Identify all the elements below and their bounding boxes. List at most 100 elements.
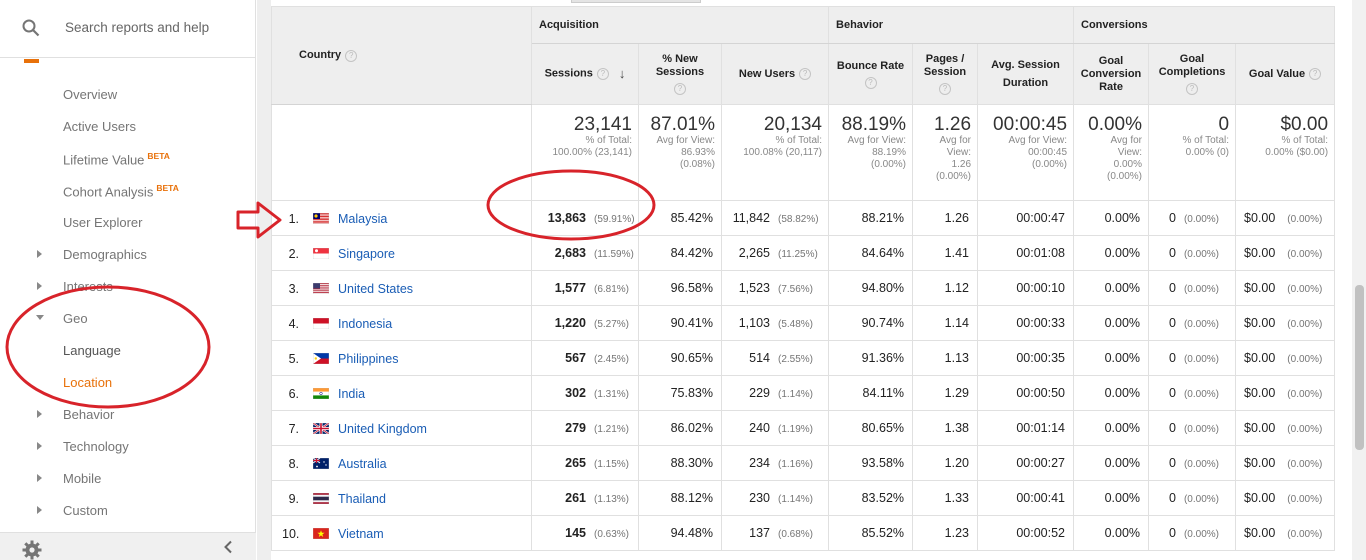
nav-language[interactable]: Language xyxy=(0,334,256,366)
help-icon[interactable]: ? xyxy=(864,76,877,89)
goal-completions-percent: (0.00%) xyxy=(1183,459,1219,470)
nav-overview[interactable]: Overview xyxy=(0,78,256,110)
col-sessions[interactable]: Sessions? ↓ xyxy=(531,43,639,105)
country-link[interactable]: United Kingdom xyxy=(338,422,427,436)
col-goal-value[interactable]: Goal Value? xyxy=(1235,43,1336,105)
help-icon[interactable]: ? xyxy=(674,83,686,95)
sessions-percent: (1.15%) xyxy=(594,459,630,470)
search-box[interactable]: Search reports and help xyxy=(0,0,256,58)
cell-pages-session: 1.20 xyxy=(912,445,979,481)
nav-cohort-analysis[interactable]: Cohort Analysis BETA xyxy=(0,174,256,206)
nav-label: Geo xyxy=(63,311,88,326)
nav-active-users[interactable]: Active Users xyxy=(0,110,256,142)
col-bounce-rate-label: Bounce Rate xyxy=(836,59,905,72)
new-users-percent: (11.25%) xyxy=(778,249,818,260)
nav-location[interactable]: Location xyxy=(0,366,256,398)
total-note: % of Total: xyxy=(585,135,632,146)
sidebar-footer xyxy=(0,532,256,560)
col-country[interactable]: Country? xyxy=(271,6,532,105)
country-link[interactable]: Philippines xyxy=(338,352,399,366)
cell-new-users: 514 (2.55%) xyxy=(720,340,830,376)
table-row[interactable]: 3. United States 1,577 (6.81%) 96.58% 1,5… xyxy=(271,270,1336,306)
help-icon[interactable]: ? xyxy=(596,67,609,80)
country-link[interactable]: Malaysia xyxy=(338,212,388,226)
help-icon[interactable]: ? xyxy=(345,49,358,62)
goal-value-percent: (0.00%) xyxy=(1287,214,1323,225)
flag-icon xyxy=(313,318,329,329)
row-index: 5. xyxy=(288,352,299,366)
flag-icon xyxy=(313,388,329,399)
sort-desc-icon[interactable]: ↓ xyxy=(618,66,626,82)
cell-goal-conversion-rate: 0.00% xyxy=(1073,445,1150,481)
nav-mobile[interactable]: Mobile xyxy=(0,462,256,494)
country-link[interactable]: Indonesia xyxy=(338,317,393,331)
total-note: 86.93% xyxy=(681,147,715,158)
table-row[interactable]: 2. Singapore 2,683 (11.59%) 84.42% 2,265 (… xyxy=(271,235,1336,271)
cell-bounce-rate: 80.65% xyxy=(828,410,914,446)
col-new-users-label: New Users xyxy=(738,67,796,80)
cell-goal-value: $0.00 (0.00%) xyxy=(1235,515,1336,551)
col-pages-session[interactable]: Pages / Session? xyxy=(912,43,979,105)
country-link[interactable]: India xyxy=(338,387,366,401)
table-row[interactable]: 5. Philippines 567 (2.45%) 90.65% 514 (2.5… xyxy=(271,340,1336,376)
flag-icon xyxy=(313,493,329,504)
nav-label: Mobile xyxy=(63,471,102,486)
country-link[interactable]: Thailand xyxy=(338,492,386,506)
cell-goal-conversion-rate: 0.00% xyxy=(1073,340,1150,376)
cell-new-sessions: 88.30% xyxy=(638,445,722,481)
scrollbar-thumb[interactable] xyxy=(1355,285,1364,450)
col-new-sessions[interactable]: % New Sessions? xyxy=(638,43,722,105)
expand-icon xyxy=(37,282,42,290)
table-row[interactable]: 4. Indonesia 1,220 (5.27%) 90.41% 1,103 (5… xyxy=(271,305,1336,341)
flag-icon xyxy=(313,458,329,469)
section-indicator xyxy=(24,59,39,63)
cell-goal-value: $0.00 (0.00%) xyxy=(1235,340,1336,376)
cell-avg-duration: 00:00:47 xyxy=(977,200,1075,236)
table-row[interactable]: 1. Malaysia 13,863 (59.91%) 85.42% 11,842… xyxy=(271,200,1336,236)
total-note: View: xyxy=(946,147,972,158)
nav-interests[interactable]: Interests xyxy=(0,270,256,302)
col-new-users[interactable]: New Users? xyxy=(720,43,830,105)
help-icon[interactable]: ? xyxy=(1186,83,1199,95)
table-row[interactable]: 10. Vietnam 145 (0.63%) 94.48% 137 (0.68%)… xyxy=(271,515,1336,551)
help-icon[interactable]: ? xyxy=(939,83,952,95)
gear-icon[interactable] xyxy=(22,540,42,560)
total-value: 87.01% xyxy=(650,114,715,135)
nav-label-text: Lifetime Value xyxy=(63,152,145,168)
cell-avg-duration: 00:00:27 xyxy=(977,445,1075,481)
col-avg-duration[interactable]: Avg. Session Duration xyxy=(977,43,1075,105)
nav-geo[interactable]: Geo xyxy=(0,302,256,334)
table-row[interactable]: 7. United Kingdom 279 (1.21%) 86.02% 240 (… xyxy=(271,410,1336,446)
col-country-label: Country xyxy=(299,49,342,62)
country-link[interactable]: United States xyxy=(338,282,414,296)
col-goal-conversion-rate[interactable]: Goal Conversion Rate xyxy=(1073,43,1150,105)
new-users-value: 2,265 xyxy=(738,246,770,260)
col-bounce-rate[interactable]: Bounce Rate? xyxy=(828,43,914,105)
help-icon[interactable]: ? xyxy=(1309,67,1322,80)
cell-bounce-rate: 88.21% xyxy=(828,200,914,236)
help-icon[interactable]: ? xyxy=(799,67,812,80)
table-row[interactable]: 6. India 302 (1.31%) 75.83% 229 (1.14%) 84… xyxy=(271,375,1336,411)
group-conversions: Conversions xyxy=(1073,6,1336,44)
total-note: % of Total: xyxy=(1281,135,1329,146)
goal-completions-value: 0 xyxy=(1169,526,1176,540)
collapse-sidebar-icon[interactable] xyxy=(222,540,234,554)
nav-user-explorer[interactable]: User Explorer xyxy=(0,206,256,238)
nav-lifetime-value[interactable]: Lifetime Value BETA xyxy=(0,142,256,174)
country-link[interactable]: Singapore xyxy=(338,247,395,261)
col-goal-completions[interactable]: Goal Completions? xyxy=(1148,43,1237,105)
nav-technology[interactable]: Technology xyxy=(0,430,256,462)
country-link[interactable]: Vietnam xyxy=(338,527,384,541)
total-note: (0.00%) xyxy=(871,159,907,170)
table-row[interactable]: 8. Australia 265 (1.15%) 88.30% 234 (1.16%… xyxy=(271,445,1336,481)
scrollbar-track[interactable] xyxy=(1352,0,1366,560)
cell-goal-completions: 0 (0.00%) xyxy=(1148,270,1237,306)
table-row[interactable]: 9. Thailand 261 (1.13%) 88.12% 230 (1.14%)… xyxy=(271,480,1336,516)
nav-demographics[interactable]: Demographics xyxy=(0,238,256,270)
country-link[interactable]: Australia xyxy=(338,457,387,471)
cell-goal-value: $0.00 (0.00%) xyxy=(1235,445,1336,481)
nav-behavior[interactable]: Behavior xyxy=(0,398,256,430)
total-value: $0.00 xyxy=(1280,114,1329,135)
nav-custom[interactable]: Custom xyxy=(0,494,256,526)
cell-goal-completions: 0 (0.00%) xyxy=(1148,200,1237,236)
